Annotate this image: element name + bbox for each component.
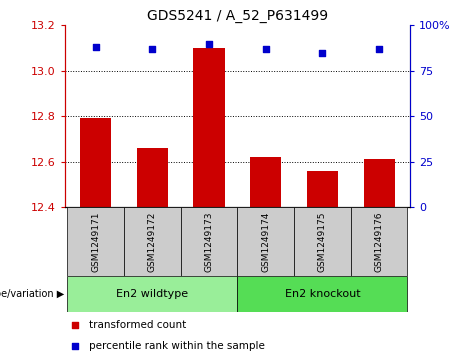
Point [149,46,156,52]
Text: GSM1249175: GSM1249175 [318,211,327,272]
Bar [237,276,408,312]
Bar [250,157,281,207]
Bar [294,207,351,276]
Text: percentile rank within the sample: percentile rank within the sample [89,341,265,351]
Bar [80,118,111,207]
Bar [181,207,237,276]
Text: GSM1249176: GSM1249176 [375,211,384,272]
Point [262,46,269,52]
Text: GSM1249174: GSM1249174 [261,211,270,272]
Text: GSM1249173: GSM1249173 [205,211,213,272]
Bar [67,207,124,276]
Bar [124,207,181,276]
Bar [194,48,225,207]
Point [71,322,79,328]
Point [319,50,326,56]
Text: transformed count: transformed count [89,321,186,330]
Text: GSM1249171: GSM1249171 [91,211,100,272]
Point [92,44,100,50]
Title: GDS5241 / A_52_P631499: GDS5241 / A_52_P631499 [147,9,328,23]
Point [71,343,79,349]
Text: GSM1249172: GSM1249172 [148,211,157,272]
Text: En2 wildtype: En2 wildtype [116,289,189,299]
Bar [351,207,408,276]
Point [206,41,213,46]
Bar [307,171,338,207]
Point [375,46,383,52]
Bar [364,159,395,207]
Bar [237,207,294,276]
Text: genotype/variation ▶: genotype/variation ▶ [0,289,64,299]
Bar [67,276,237,312]
Text: En2 knockout: En2 knockout [284,289,360,299]
Bar [137,148,168,207]
